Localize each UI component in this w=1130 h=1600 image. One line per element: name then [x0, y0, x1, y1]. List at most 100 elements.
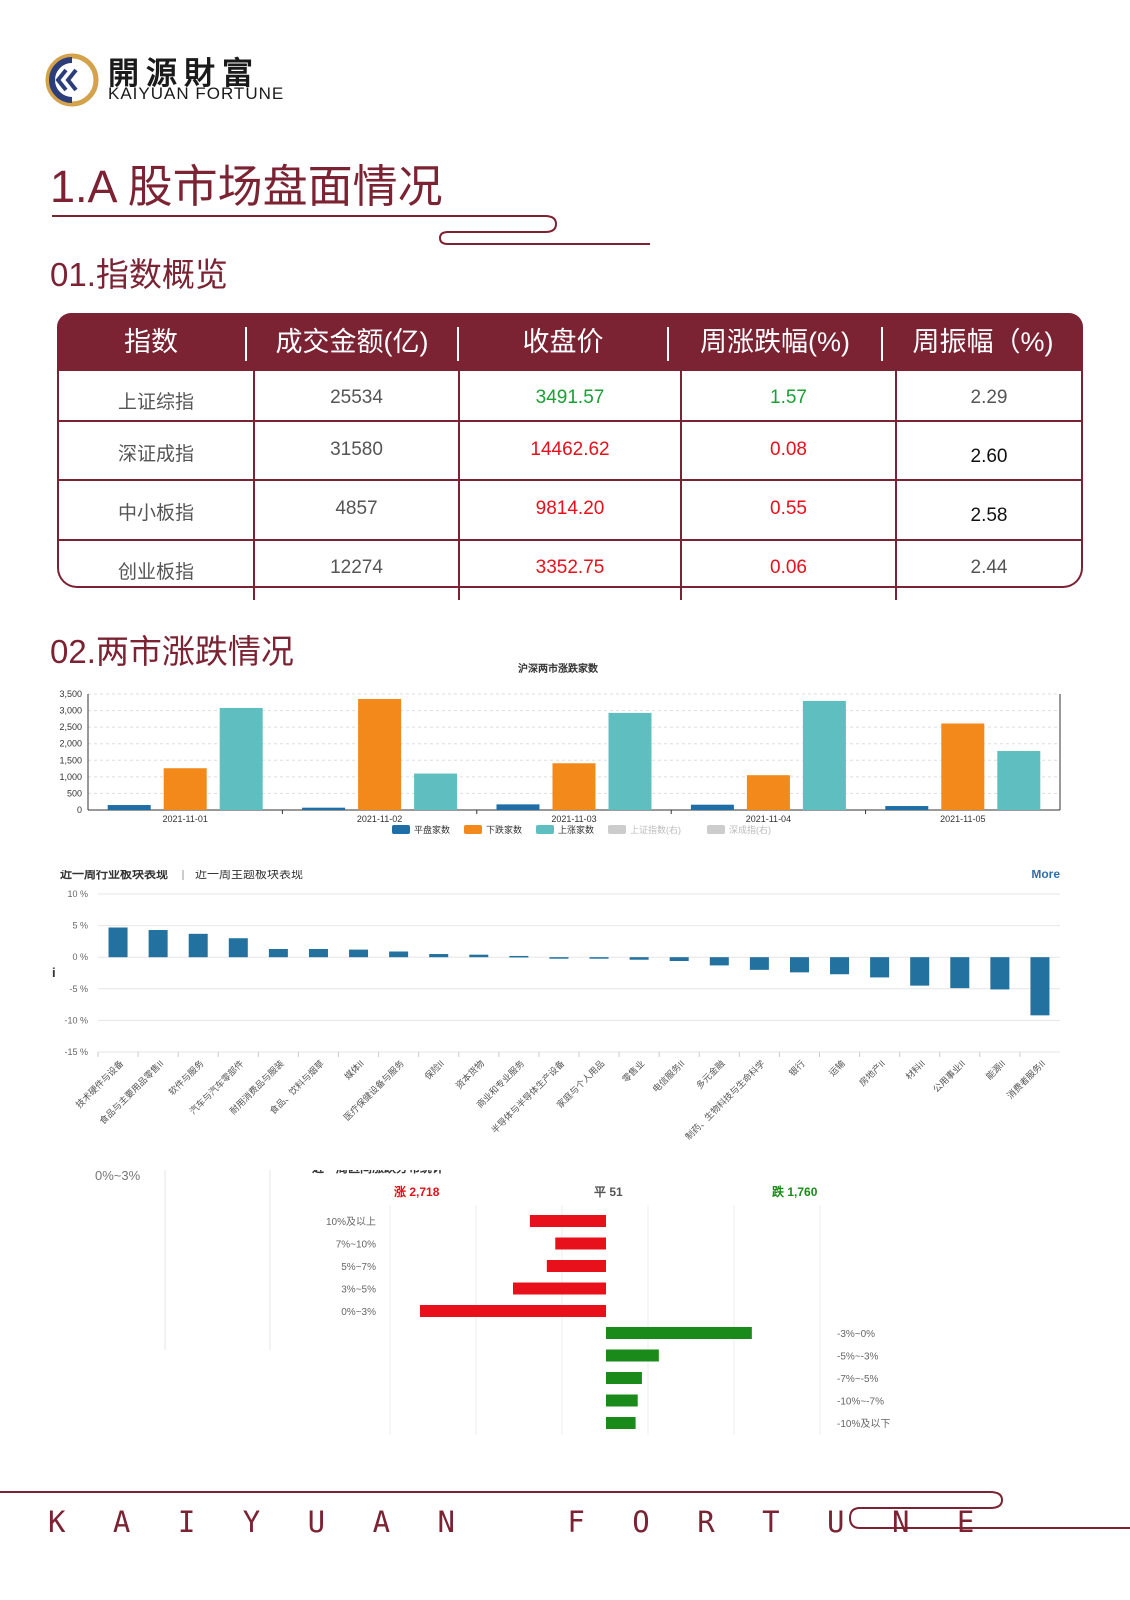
sector-bar: [749, 957, 769, 970]
down-category-label: -5%~-3%: [837, 1352, 879, 1363]
col-divider: [253, 371, 255, 600]
legend-label: 深成指(右): [729, 824, 771, 835]
brand-name-cn: 開源財富: [108, 56, 260, 92]
bar-下跌家数: [163, 768, 207, 810]
cell-index-name: 深证成指: [117, 444, 194, 465]
y-tick-label: 5 %: [72, 921, 88, 931]
bar-平盘家数: [690, 804, 734, 810]
header-separator: [667, 327, 669, 361]
summary-flat: 平 51: [594, 1185, 623, 1199]
down-category-label: -10%~-7%: [837, 1397, 884, 1408]
up-bar: [420, 1305, 606, 1317]
up-bar: [555, 1237, 606, 1250]
header-separator: [245, 327, 247, 361]
y-tick-label: 2,000: [59, 739, 82, 749]
sector-bar: [188, 933, 208, 958]
sector-label: 零售业: [620, 1058, 647, 1085]
cell-change: 1.57: [770, 387, 807, 408]
header-amplitude: 周振幅（%): [912, 327, 1054, 357]
bar-上涨家数: [414, 773, 458, 810]
sector-label: 公用事业II: [930, 1058, 967, 1095]
sector-label: 电信服务II: [650, 1058, 687, 1095]
up-category-label: 5%~7%: [341, 1262, 376, 1273]
footer-brand-text: K A I Y U A N F O R T U N E: [48, 1505, 990, 1539]
sector-bar: [990, 957, 1010, 990]
bar-上涨家数: [219, 707, 263, 810]
sector-performance-chart: 近一周行业板块表现 近一周主题板块表现 More i 10 % 5 % 0 % -5 % -10…: [52, 870, 1060, 1142]
cell-amplitude: 2.60: [970, 446, 1008, 467]
sector-label: 消费者服务II: [1004, 1058, 1047, 1101]
sector-bar: [429, 954, 449, 958]
down-category-label: -10%及以下: [837, 1418, 890, 1430]
legend-swatch: [464, 825, 482, 834]
sector-bar: [950, 957, 970, 989]
bar-下跌家数: [941, 723, 985, 810]
sector-label: 食品与主要用品零售II: [97, 1058, 166, 1127]
header-separator: [881, 327, 883, 361]
cell-change: 0.08: [770, 439, 807, 460]
sector-label: 制药、生物科技与生命科学: [683, 1058, 767, 1142]
y-tick-label: -5 %: [69, 984, 88, 994]
legend-label: 平盘家数: [414, 824, 450, 835]
y-tick-label: 3,000: [59, 706, 82, 716]
cell-change: 0.55: [770, 498, 807, 519]
cell-amplitude: 2.44: [970, 557, 1008, 578]
up-category-label: 10%及以上: [326, 1216, 376, 1228]
bar-平盘家数: [302, 807, 346, 810]
sector-label: 保险II: [422, 1058, 446, 1082]
x-tick-label: 2021-11-04: [746, 814, 791, 824]
up-category-label: 3%~5%: [341, 1285, 376, 1296]
y-tick-label: 0 %: [72, 952, 88, 962]
sector-bar: [669, 957, 689, 961]
sector-bar: [709, 957, 729, 966]
legend-label: 下跌家数: [486, 824, 522, 835]
footer-divider: [0, 1491, 1130, 1529]
chart-title: 沪深两市涨跌家数: [518, 662, 599, 675]
legend-swatch: [608, 825, 626, 834]
x-tick-label: 2021-11-02: [357, 814, 402, 824]
sector-bar: [148, 930, 168, 958]
y-tick-label: -10 %: [64, 1015, 88, 1025]
up-bar: [513, 1282, 606, 1295]
row-divider: [57, 420, 1083, 422]
bar-下跌家数: [746, 775, 790, 810]
up-category-label: 7%~10%: [336, 1240, 376, 1251]
more-link: More: [1031, 870, 1060, 881]
cell-amount: 25534: [330, 387, 383, 408]
bar-上涨家数: [608, 712, 652, 810]
cell-amount: 31580: [330, 439, 383, 460]
bar-上涨家数: [802, 700, 846, 810]
header-close: 收盘价: [522, 327, 604, 357]
sector-label: 半导体与半导体生产设备: [489, 1058, 567, 1136]
title-divider: [52, 215, 650, 245]
sector-bar: [910, 957, 930, 986]
x-tick-label: 2021-11-01: [163, 814, 208, 824]
summary-down: 跌 1,760: [772, 1184, 818, 1199]
sector-bar: [469, 954, 489, 958]
range-distribution-chart: 0%~3% 近一周区间涨跌分布统计涨 2,718 平 51 跌 1,760 10%及以上…: [95, 1170, 890, 1435]
down-bar: [606, 1394, 638, 1407]
cell-index-name: 上证综指: [117, 392, 194, 413]
advance-decline-chart: 沪深两市涨跌家数 3,500 3,000 2,500 2,000 1,500 1,000 50…: [59, 662, 1061, 835]
legend-swatch: [392, 825, 410, 834]
x-tick-label: 2021-11-03: [551, 814, 596, 824]
bar-平盘家数: [885, 806, 929, 810]
header-change: 周涨跌幅(%): [700, 327, 850, 357]
sector-label: 软件与服务: [166, 1058, 206, 1098]
cell-close: 3491.57: [535, 387, 605, 408]
section-index-overview: 01.指数概览: [50, 256, 228, 293]
sector-bar: [789, 957, 809, 973]
y-tick-label: 3,500: [59, 689, 82, 699]
down-category-label: -7%~-5%: [837, 1374, 879, 1385]
up-category-label: 0%~3%: [341, 1307, 376, 1318]
cell-amount: 4857: [335, 498, 378, 519]
sector-bar: [389, 951, 409, 958]
sector-bar: [870, 957, 890, 978]
sector-label: 媒体II: [342, 1058, 366, 1082]
down-bar: [606, 1349, 659, 1362]
bar-下跌家数: [552, 763, 596, 810]
cell-close: 14462.62: [530, 439, 610, 460]
cell-amount: 12274: [330, 557, 383, 578]
y-tick-label: 1,000: [59, 772, 82, 782]
legend-label: 上证指数(右): [630, 824, 681, 835]
